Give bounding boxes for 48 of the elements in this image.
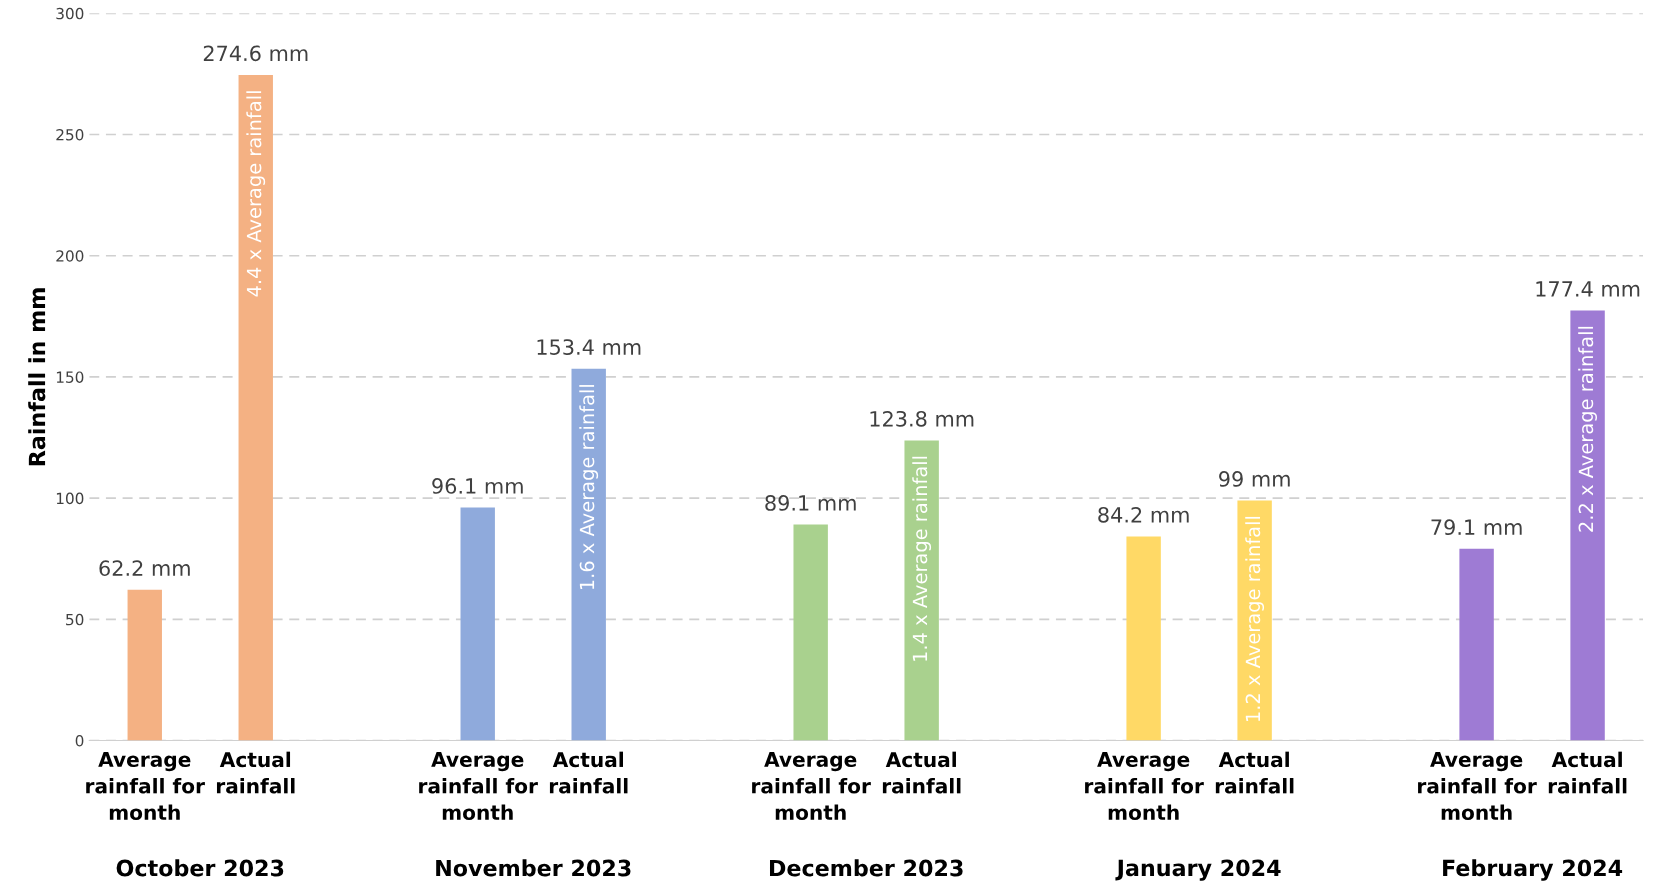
- y-tick-label: 200: [56, 250, 84, 262]
- bar: [571, 368, 606, 741]
- bar: [127, 589, 162, 741]
- text: February 2024: [1443, 859, 1623, 881]
- x-tick-label: Actual rainfall: [1548, 751, 1627, 794]
- data-label: 123.8 mm: [870, 410, 974, 427]
- x-tick-label: Actual rainfall: [882, 751, 961, 794]
- text: January 2024: [1115, 859, 1281, 881]
- bar: [904, 440, 939, 741]
- y-tick-label: 150: [56, 371, 84, 383]
- x-tick-label: Average rainfall for month: [86, 752, 205, 820]
- y-tick-label: 100: [56, 492, 84, 505]
- y-tick-label: 50: [66, 613, 84, 626]
- data-label: 177.4 mm: [1536, 281, 1640, 297]
- x-tick-label: Average rainfall for month: [1418, 752, 1537, 820]
- x-tick-label: Average rainfall for month: [419, 752, 538, 820]
- x-tick-label: Average rainfall for month: [752, 752, 871, 820]
- annotation: 1.2 x Average rainfall: [1245, 516, 1265, 721]
- bar: [238, 74, 273, 741]
- annotation: 1.4 x Average rainfall: [912, 456, 932, 661]
- x-tick-label: Average rainfall for month: [1085, 752, 1204, 820]
- annotation: 2.2 x Average rainfall: [1578, 326, 1597, 532]
- data-label: 79.1 mm: [1431, 519, 1522, 536]
- bar: [1237, 500, 1272, 741]
- data-label: 99 mm: [1219, 471, 1290, 487]
- bar: [1126, 536, 1161, 741]
- bar: [460, 507, 495, 741]
- y-tick-label: 250: [56, 129, 84, 141]
- bar: [1570, 310, 1605, 741]
- data-label: 96.1 mm: [432, 478, 523, 494]
- y-tick-label: 0: [75, 735, 84, 747]
- text: December 2023: [769, 859, 963, 877]
- y-tick-label: 300: [56, 7, 84, 20]
- text: October 2023: [116, 859, 284, 877]
- bar: [793, 524, 828, 741]
- x-tick-label: Actual rainfall: [1215, 751, 1294, 794]
- y-axis-title: Rainfall in mm: [28, 288, 46, 466]
- annotation: 4.4 x Average rainfall: [246, 91, 266, 297]
- x-tick-label: Actual rainfall: [549, 751, 628, 794]
- bar: [1459, 548, 1494, 741]
- data-label: 153.4 mm: [537, 339, 641, 355]
- data-label: 84.2 mm: [1098, 506, 1189, 523]
- data-label: 89.1 mm: [765, 495, 856, 511]
- text: November 2023: [436, 859, 631, 877]
- annotation: 1.6 x Average rainfall: [579, 385, 599, 590]
- x-tick-label: Actual rainfall: [216, 751, 295, 794]
- data-label: 274.6 mm: [203, 45, 308, 62]
- data-label: 62.2 mm: [99, 560, 190, 577]
